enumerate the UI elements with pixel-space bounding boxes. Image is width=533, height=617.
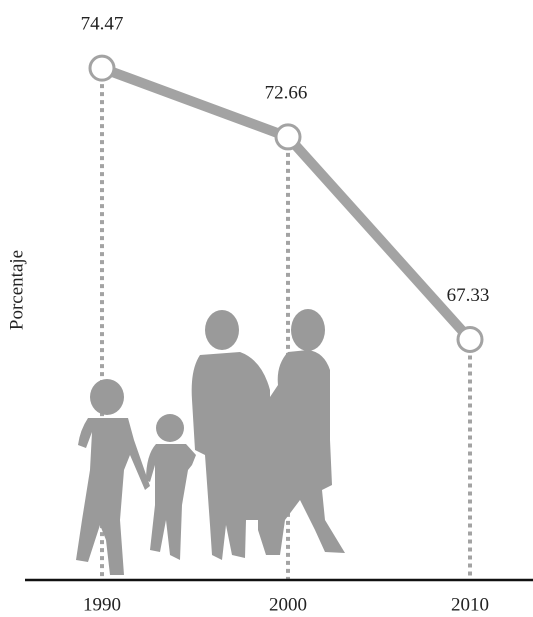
y-axis-label: Porcentaje [6,250,27,330]
point [274,123,302,151]
point [88,54,116,82]
family-silhouette [76,309,345,575]
data-label: 74.47 [81,13,124,34]
x-tick-label: 1990 [83,594,121,615]
data-label: 67.33 [447,285,490,306]
data-label: 72.66 [265,82,308,103]
x-tick-label: 2010 [451,594,489,615]
point [456,325,484,353]
x-tick-label: 2000 [269,594,307,615]
